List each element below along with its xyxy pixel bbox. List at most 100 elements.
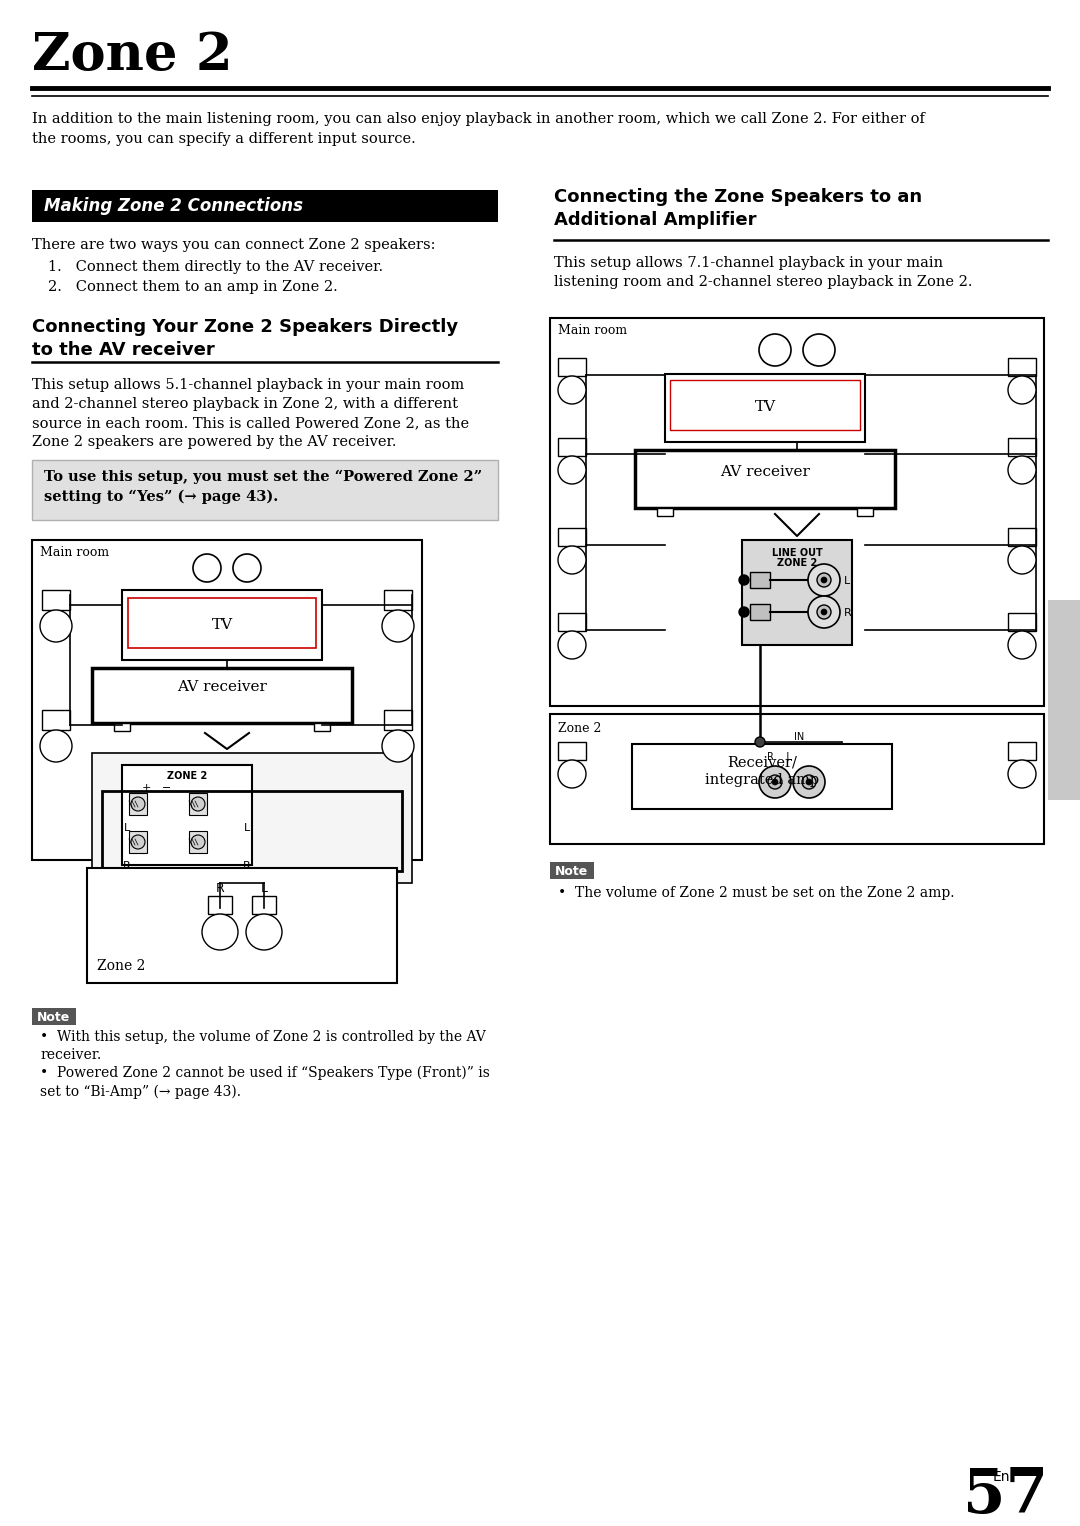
Bar (252, 896, 276, 914)
Bar (129, 598, 316, 649)
Bar (189, 832, 207, 853)
Text: L: L (244, 823, 251, 833)
Text: L: L (843, 575, 850, 586)
Text: AV receiver: AV receiver (720, 465, 810, 479)
Text: Main room: Main room (558, 324, 627, 337)
Circle shape (131, 797, 145, 810)
Bar (92, 668, 352, 723)
Circle shape (191, 835, 205, 848)
Circle shape (193, 554, 221, 581)
Bar (1008, 359, 1036, 375)
Bar (1008, 742, 1036, 760)
Circle shape (804, 334, 835, 366)
Circle shape (558, 630, 586, 659)
Circle shape (739, 575, 750, 584)
Bar (384, 710, 411, 729)
Text: There are two ways you can connect Zone 2 speakers:: There are two ways you can connect Zone … (32, 238, 435, 252)
Circle shape (191, 797, 205, 810)
Bar (208, 896, 232, 914)
Circle shape (382, 729, 414, 761)
Bar (32, 191, 498, 221)
Bar (1008, 438, 1036, 456)
Bar (114, 723, 130, 731)
Text: R    L: R L (767, 752, 792, 761)
Text: TV: TV (755, 400, 775, 414)
Bar (102, 790, 402, 871)
Circle shape (1008, 630, 1036, 659)
Circle shape (40, 610, 72, 642)
Bar (32, 540, 422, 861)
Bar (752, 745, 768, 766)
Circle shape (233, 554, 261, 581)
Circle shape (558, 375, 586, 404)
Circle shape (40, 729, 72, 761)
Circle shape (759, 766, 791, 798)
Bar (657, 508, 673, 516)
Text: En: En (993, 1470, 1010, 1483)
Text: ZONE 2: ZONE 2 (777, 559, 818, 568)
Circle shape (806, 778, 812, 784)
Circle shape (821, 577, 827, 583)
Bar (558, 359, 586, 375)
Circle shape (1008, 760, 1036, 787)
Circle shape (131, 835, 145, 848)
Bar (750, 572, 770, 588)
Circle shape (382, 610, 414, 642)
Text: This setup allows 5.1-channel playback in your main room
and 2-channel stereo pl: This setup allows 5.1-channel playback i… (32, 378, 469, 449)
Text: To use this setup, you must set the “Powered Zone 2”
setting to “Yes” (→ page 43: To use this setup, you must set the “Pow… (44, 470, 482, 504)
Text: Zone 2: Zone 2 (32, 31, 232, 81)
Text: This setup allows 7.1-channel playback in your main
listening room and 2-channel: This setup allows 7.1-channel playback i… (554, 256, 972, 288)
Bar (122, 591, 322, 661)
Bar (550, 714, 1044, 844)
Circle shape (1008, 456, 1036, 484)
Text: •  With this setup, the volume of Zone 2 is controlled by the AV
receiver.: • With this setup, the volume of Zone 2 … (40, 1030, 486, 1062)
Text: Note: Note (38, 1012, 70, 1024)
Bar (42, 591, 70, 610)
Circle shape (816, 604, 831, 620)
Circle shape (739, 607, 750, 617)
Bar (32, 1009, 76, 1025)
Bar (550, 317, 1044, 707)
Text: Note: Note (555, 865, 589, 877)
Circle shape (558, 546, 586, 574)
Bar (32, 459, 498, 520)
Bar (129, 832, 147, 853)
Bar (558, 613, 586, 630)
Text: Making Zone 2 Connections: Making Zone 2 Connections (44, 197, 303, 215)
Text: L: L (124, 823, 130, 833)
Text: Main room: Main room (40, 546, 109, 559)
Circle shape (558, 760, 586, 787)
Circle shape (808, 597, 840, 629)
Bar (129, 794, 147, 815)
Bar (1048, 600, 1080, 800)
Bar (742, 540, 852, 645)
Text: IN: IN (794, 732, 805, 742)
Bar (122, 765, 252, 865)
Circle shape (755, 737, 765, 748)
Bar (42, 710, 70, 729)
Bar (92, 752, 411, 884)
Text: In addition to the main listening room, you can also enjoy playback in another r: In addition to the main listening room, … (32, 111, 924, 145)
Circle shape (821, 609, 827, 615)
Text: R: R (123, 861, 131, 871)
Circle shape (1008, 375, 1036, 404)
Text: Zone 2: Zone 2 (558, 722, 602, 736)
Text: •  Powered Zone 2 cannot be used if “Speakers Type (Front)” is
set to “Bi-Amp” (: • Powered Zone 2 cannot be used if “Spea… (40, 1067, 490, 1099)
Text: 2.   Connect them to an amp in Zone 2.: 2. Connect them to an amp in Zone 2. (48, 279, 338, 295)
Text: R: R (843, 607, 852, 618)
Text: R: R (243, 861, 251, 871)
Bar (635, 450, 895, 508)
Text: LINE OUT: LINE OUT (771, 548, 822, 559)
Circle shape (1008, 546, 1036, 574)
Circle shape (793, 766, 825, 798)
Circle shape (558, 456, 586, 484)
Bar (558, 438, 586, 456)
Bar (750, 604, 770, 620)
Circle shape (246, 914, 282, 951)
Bar (670, 380, 860, 430)
Text: 57: 57 (963, 1466, 1048, 1526)
Circle shape (759, 334, 791, 366)
Text: 1.   Connect them directly to the AV receiver.: 1. Connect them directly to the AV recei… (48, 259, 383, 275)
Text: Connecting the Zone Speakers to an
Additional Amplifier: Connecting the Zone Speakers to an Addit… (554, 188, 922, 229)
Bar (189, 794, 207, 815)
